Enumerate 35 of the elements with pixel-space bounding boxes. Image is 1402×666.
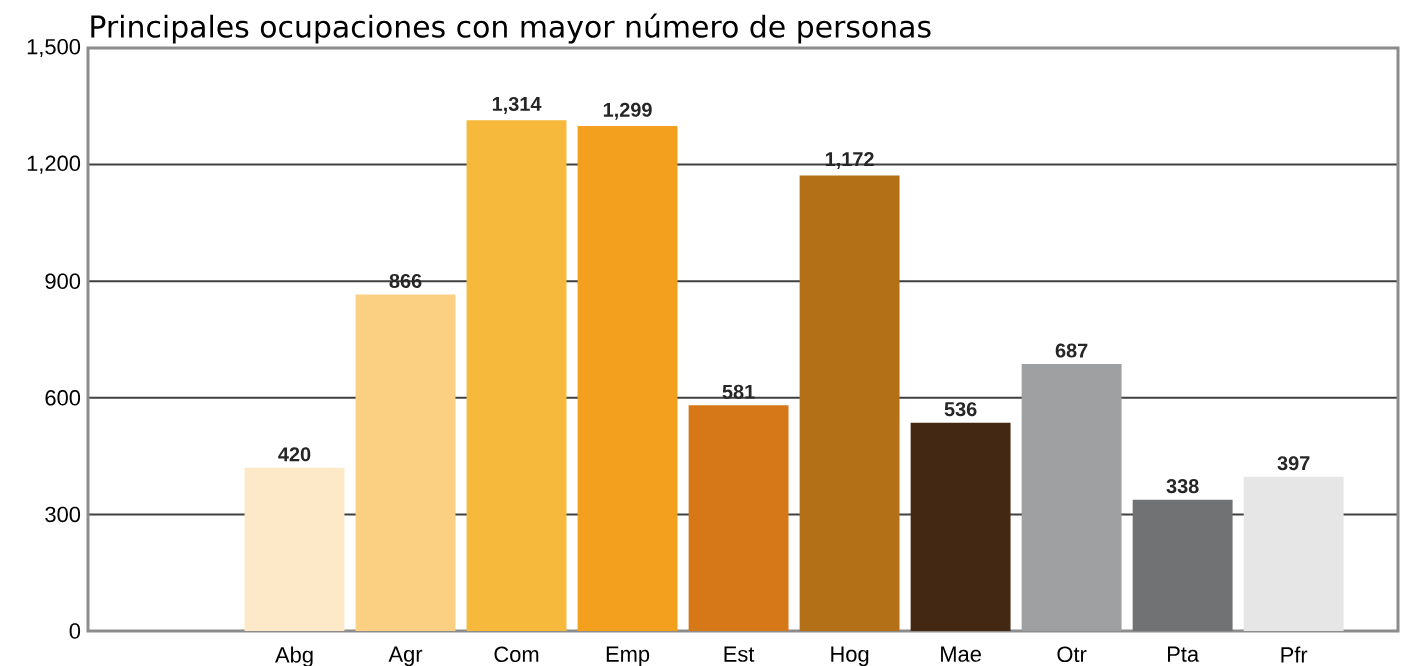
bar bbox=[910, 422, 1011, 631]
data-label: 397 bbox=[1277, 456, 1310, 471]
bar bbox=[244, 467, 345, 631]
x-tick-label: Agr bbox=[388, 646, 423, 666]
x-tick-label: Est bbox=[724, 646, 755, 662]
y-tick-label: 900 bbox=[45, 273, 81, 289]
x-tick-label: Otr bbox=[1057, 646, 1087, 663]
bar bbox=[466, 120, 567, 631]
bar bbox=[1021, 363, 1122, 631]
data-label: 420 bbox=[278, 447, 311, 462]
chart-title: Principales ocupaciones con mayor número de personas bbox=[91, 13, 931, 44]
data-label: 338 bbox=[1166, 479, 1199, 494]
data-label: 536 bbox=[944, 402, 977, 417]
bar bbox=[1132, 499, 1233, 631]
bar bbox=[1243, 476, 1344, 631]
data-label: 1,299 bbox=[603, 102, 652, 120]
x-tick-label: Pta bbox=[1168, 646, 1200, 662]
y-tick-label: 1,200 bbox=[27, 155, 81, 174]
x-tick-label: Pfr bbox=[1281, 646, 1308, 663]
y-tick-label: 0 bbox=[69, 623, 81, 639]
bar bbox=[799, 175, 900, 631]
x-tick-label: Abg bbox=[275, 646, 313, 666]
x-tick-label: Mae bbox=[941, 646, 981, 662]
data-label: 581 bbox=[722, 384, 755, 399]
bar bbox=[688, 405, 789, 631]
bar bbox=[577, 126, 678, 631]
bar bbox=[355, 294, 456, 631]
y-tick-label: 600 bbox=[45, 390, 81, 406]
y-tick-label: 1,500 bbox=[27, 38, 81, 58]
x-tick-label: Emp bbox=[606, 646, 650, 666]
y-tick-label: 300 bbox=[45, 506, 81, 523]
x-tick-label: Com bbox=[494, 646, 539, 663]
data-label: 1,314 bbox=[492, 96, 542, 114]
data-label: 687 bbox=[1055, 343, 1088, 358]
x-tick-label: Hog bbox=[831, 646, 869, 666]
